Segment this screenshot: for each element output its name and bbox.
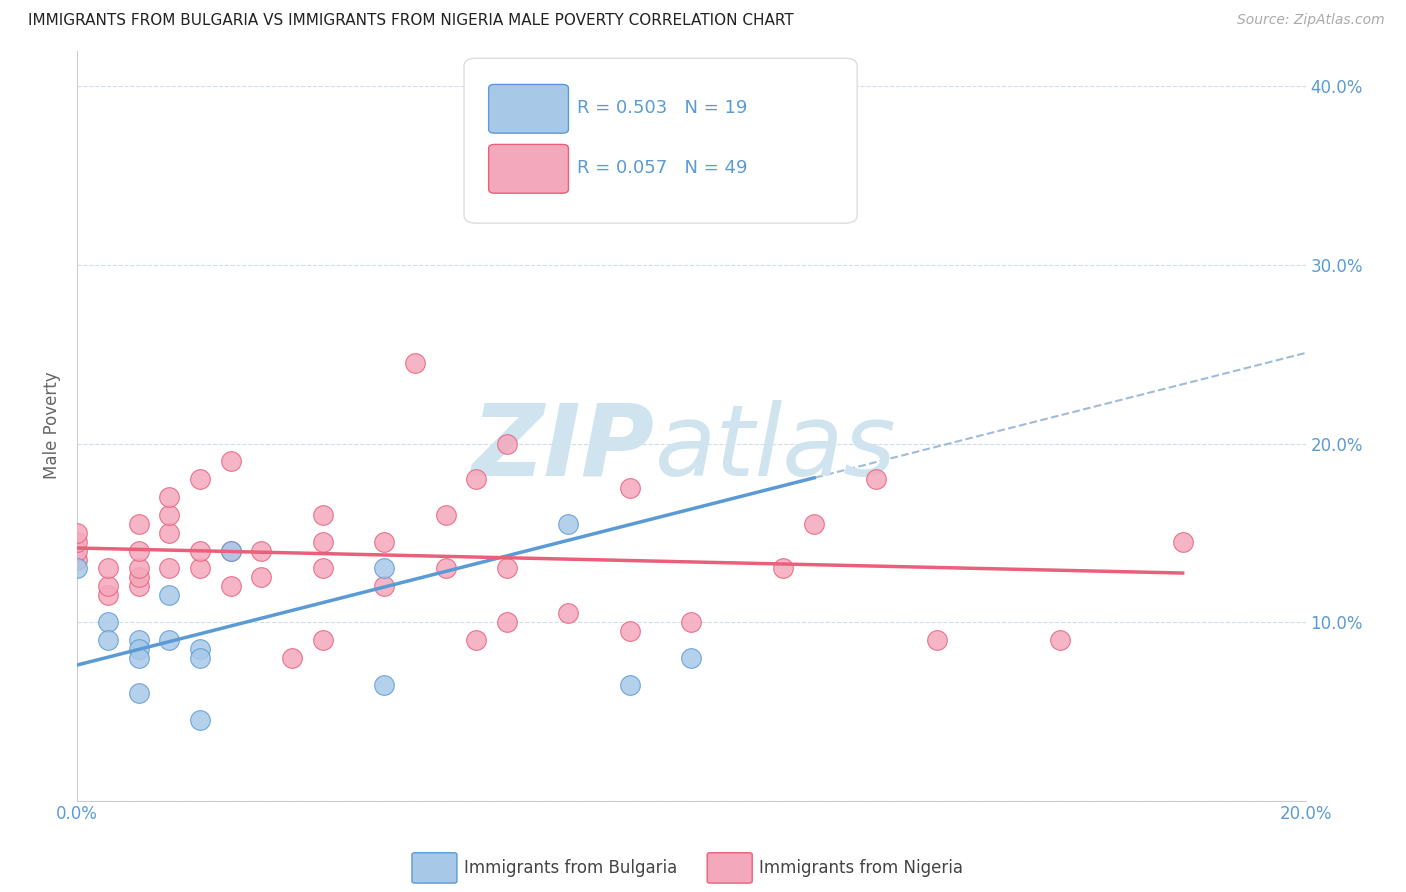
Point — [925, 632, 948, 647]
Point — [97, 561, 120, 575]
Point — [128, 641, 150, 656]
Point — [373, 677, 395, 691]
Point — [1049, 632, 1071, 647]
Point — [465, 472, 488, 486]
Point — [157, 490, 180, 504]
Point — [465, 632, 488, 647]
Point — [434, 561, 457, 575]
Point — [66, 543, 89, 558]
Point — [66, 552, 89, 566]
Point — [865, 472, 887, 486]
Point — [157, 508, 180, 522]
Point — [188, 641, 211, 656]
Point — [281, 650, 304, 665]
Point — [619, 677, 641, 691]
Point — [219, 579, 242, 593]
Point — [219, 543, 242, 558]
Point — [312, 534, 335, 549]
Point — [188, 713, 211, 727]
Text: atlas: atlas — [654, 400, 896, 497]
Point — [66, 525, 89, 540]
Text: R = 0.503   N = 19: R = 0.503 N = 19 — [576, 99, 748, 118]
Text: R = 0.057   N = 49: R = 0.057 N = 49 — [576, 160, 748, 178]
Point — [681, 615, 703, 629]
Point — [128, 579, 150, 593]
Point — [803, 516, 825, 531]
Point — [619, 481, 641, 495]
Point — [128, 561, 150, 575]
Point — [803, 204, 825, 219]
Point — [128, 650, 150, 665]
Point — [157, 632, 180, 647]
Point — [219, 454, 242, 468]
Point — [496, 615, 519, 629]
Point — [312, 508, 335, 522]
Point — [97, 615, 120, 629]
Point — [128, 686, 150, 700]
Point — [128, 543, 150, 558]
Point — [128, 570, 150, 584]
Point — [128, 632, 150, 647]
FancyBboxPatch shape — [489, 145, 568, 194]
Point — [373, 579, 395, 593]
Text: ZIP: ZIP — [471, 400, 654, 497]
Point — [128, 516, 150, 531]
Point — [772, 561, 794, 575]
Text: Immigrants from Nigeria: Immigrants from Nigeria — [759, 859, 963, 877]
FancyBboxPatch shape — [489, 85, 568, 133]
Point — [157, 525, 180, 540]
Point — [312, 561, 335, 575]
Point — [66, 561, 89, 575]
Point — [434, 508, 457, 522]
Point — [97, 588, 120, 602]
Text: Immigrants from Bulgaria: Immigrants from Bulgaria — [464, 859, 678, 877]
Point — [250, 570, 273, 584]
Point — [496, 561, 519, 575]
Point — [373, 561, 395, 575]
Text: IMMIGRANTS FROM BULGARIA VS IMMIGRANTS FROM NIGERIA MALE POVERTY CORRELATION CHA: IMMIGRANTS FROM BULGARIA VS IMMIGRANTS F… — [28, 13, 794, 29]
FancyBboxPatch shape — [464, 58, 858, 223]
Point — [97, 632, 120, 647]
Point — [97, 579, 120, 593]
Point — [157, 561, 180, 575]
Point — [1171, 534, 1194, 549]
Point — [619, 624, 641, 638]
Point — [188, 472, 211, 486]
Point — [188, 650, 211, 665]
Text: Source: ZipAtlas.com: Source: ZipAtlas.com — [1237, 13, 1385, 28]
Point — [219, 543, 242, 558]
Point — [188, 543, 211, 558]
Point — [557, 516, 579, 531]
Point — [681, 650, 703, 665]
Point — [404, 356, 426, 370]
Point — [250, 543, 273, 558]
Point — [496, 436, 519, 450]
Point — [66, 534, 89, 549]
Point — [373, 534, 395, 549]
Point — [157, 588, 180, 602]
Y-axis label: Male Poverty: Male Poverty — [44, 372, 60, 480]
Point — [557, 606, 579, 620]
Point — [188, 561, 211, 575]
Point — [312, 632, 335, 647]
